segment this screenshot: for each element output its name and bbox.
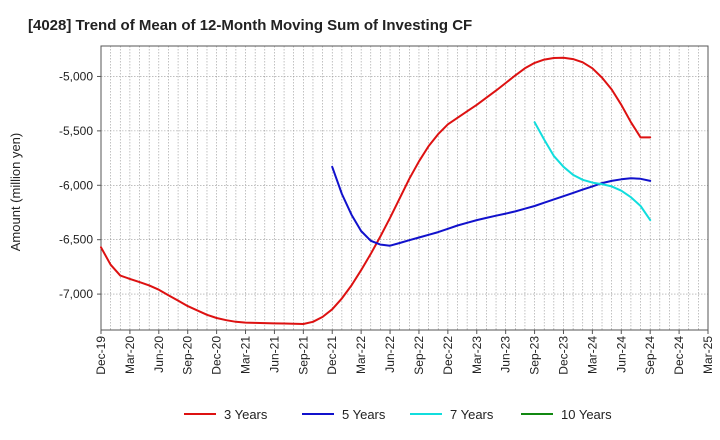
x-tick-label: Dec-20 xyxy=(210,336,224,375)
x-tick-label: Sep-20 xyxy=(181,336,195,375)
series-line-5-years xyxy=(331,165,652,247)
x-tick-label: Dec-22 xyxy=(441,336,455,375)
x-tick-label: Jun-23 xyxy=(499,336,513,373)
x-tick-label: Mar-20 xyxy=(123,336,137,374)
gridlines xyxy=(100,45,709,331)
y-axis-label: Amount (million yen) xyxy=(8,133,23,252)
series-lines xyxy=(100,56,652,325)
y-tick-label: -6,000 xyxy=(59,178,93,192)
series-line-3-years xyxy=(100,56,652,325)
x-tick-label: Dec-23 xyxy=(556,336,570,375)
y-tick-label: -6,500 xyxy=(59,233,93,247)
legend-label: 10 Years xyxy=(561,407,612,422)
x-tick-label: Jun-20 xyxy=(152,336,166,373)
x-tick-label: Dec-24 xyxy=(672,336,686,375)
legend: 3 Years 5 Years 7 Years 10 Years xyxy=(184,407,612,422)
x-tick-label: Mar-23 xyxy=(470,336,484,374)
y-tick-labels: -5,000 -5,500 -6,000 -6,500 -7,000 xyxy=(59,69,101,301)
legend-label: 7 Years xyxy=(450,407,494,422)
x-tick-label: Sep-23 xyxy=(528,336,542,375)
x-tick-labels: Dec-19 Mar-20 Jun-20 Sep-20 Dec-20 Mar-21 Jun-… xyxy=(94,330,715,375)
legend-label: 5 Years xyxy=(342,407,386,422)
x-tick-label: Mar-24 xyxy=(585,336,599,374)
x-tick-label: Dec-21 xyxy=(325,336,339,375)
plot-frame xyxy=(100,45,709,331)
chart-title: [4028] Trend of Mean of 12-Month Moving … xyxy=(28,17,472,34)
y-tick-label: -5,500 xyxy=(59,124,93,138)
x-tick-label: Sep-22 xyxy=(412,336,426,375)
x-tick-label: Sep-24 xyxy=(643,336,657,375)
x-tick-label: Sep-21 xyxy=(296,336,310,375)
y-tick-label: -7,000 xyxy=(59,287,93,301)
x-tick-label: Dec-19 xyxy=(94,336,108,375)
x-tick-label: Jun-21 xyxy=(267,336,281,373)
x-tick-label: Mar-25 xyxy=(701,336,715,374)
legend-label: 3 Years xyxy=(224,407,268,422)
y-tick-label: -5,000 xyxy=(59,69,93,83)
x-tick-label: Mar-22 xyxy=(354,336,368,374)
x-tick-label: Mar-21 xyxy=(239,336,253,374)
series-line-7-years xyxy=(533,121,652,222)
x-tick-label: Jun-22 xyxy=(383,336,397,373)
x-tick-label: Jun-24 xyxy=(614,336,628,373)
